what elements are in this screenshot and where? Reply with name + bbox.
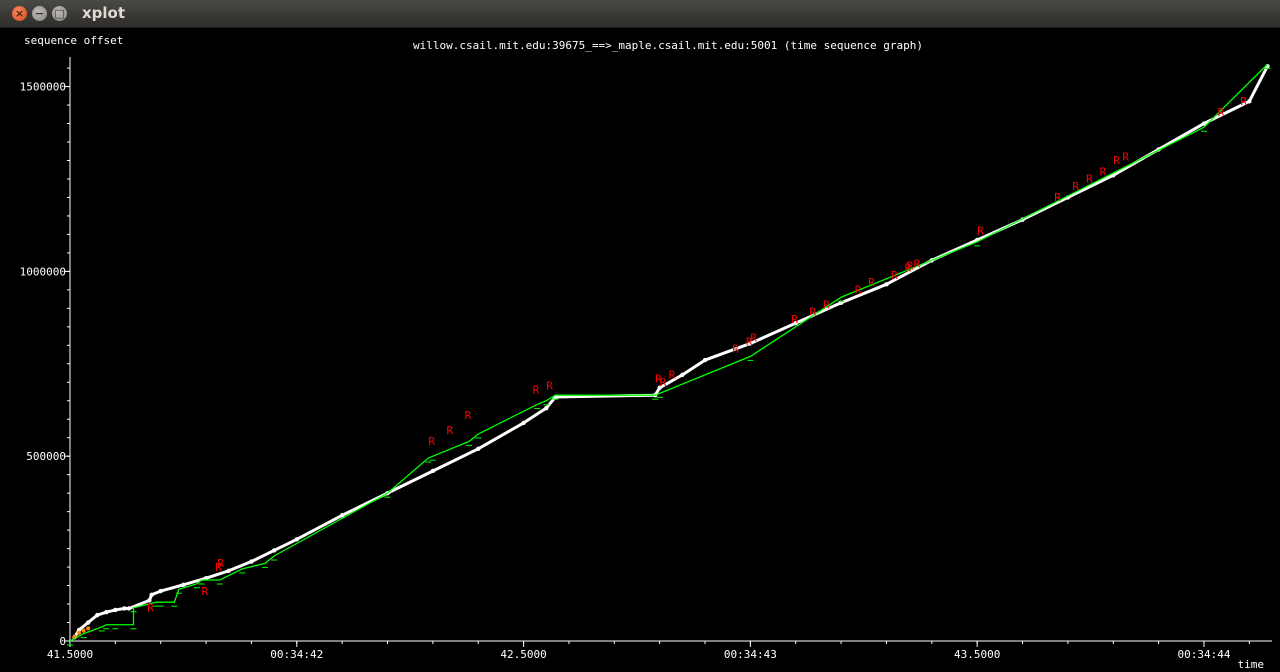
retransmit-marker: R	[1218, 106, 1225, 119]
data-segment-point	[126, 606, 132, 611]
data-segment-point	[226, 568, 231, 573]
y-tick-label: 1000000	[20, 265, 66, 278]
data-segment-point	[271, 548, 277, 553]
retransmit-marker: R	[1113, 154, 1120, 167]
data-segment-point	[104, 609, 109, 615]
y-tick-label: 500000	[26, 450, 66, 463]
data-segment-point	[147, 598, 152, 603]
retransmit-marker: R	[868, 276, 875, 289]
axis-ticks: 41.5000 00:34:42 42.5000 00:34:43 43.5000 00:…	[20, 67, 1250, 661]
retransmit-marker: R	[855, 284, 862, 297]
data-segment-line	[73, 65, 1269, 639]
maximize-icon: □	[54, 7, 65, 20]
retransmit-marker: R	[746, 335, 753, 348]
data-segment-point	[680, 372, 685, 378]
retransmit-marker: R	[202, 585, 209, 598]
retransmit-marker: R	[215, 561, 222, 574]
maximize-window-button[interactable]: □	[52, 6, 67, 21]
time-sequence-plot[interactable]: sequence offset willow.csail.mit.edu:396…	[0, 27, 1280, 672]
data-segment-point	[339, 513, 345, 518]
data-segment-point	[122, 606, 127, 611]
x-tick-label: 00:34:43	[724, 648, 777, 661]
data-segment-point	[294, 537, 299, 542]
y-axis-label: sequence offset	[24, 34, 123, 47]
retransmit-marker: R	[660, 376, 667, 389]
data-segment-point	[1247, 99, 1252, 104]
retransmit-marker: R	[809, 306, 816, 319]
retransmit-marker: R	[907, 260, 914, 273]
data-segment-point	[476, 446, 481, 451]
y-tick-label: 0	[59, 635, 66, 648]
data-segment-point	[249, 559, 254, 564]
data-segment-point	[544, 405, 549, 411]
retransmit-marker: R	[750, 332, 757, 345]
close-window-button[interactable]: ×	[12, 6, 27, 21]
x-tick-label: 43.5000	[954, 648, 1000, 661]
retransmit-marker: R	[1100, 165, 1107, 178]
retransmit-marker: R	[1240, 95, 1247, 108]
data-segment-point	[793, 320, 798, 326]
retransmit-marker: R	[791, 313, 798, 326]
early-segment-point	[77, 630, 82, 635]
minimize-window-button[interactable]: −	[32, 6, 47, 21]
retransmit-marker: R	[465, 409, 472, 422]
data-segment-point	[884, 282, 889, 287]
retransmit-marker: R	[446, 424, 453, 437]
data-segment-point	[521, 420, 526, 426]
x-tick-label: 41.5000	[47, 648, 93, 661]
retransmit-marker: R	[977, 224, 984, 237]
data-segment-point	[748, 341, 753, 346]
early-segment-point	[86, 626, 91, 631]
chart-title: willow.csail.mit.edu:39675_==>_maple.csa…	[413, 39, 923, 52]
retransmit-marker: R	[1122, 150, 1129, 163]
retransmit-marker: R	[1072, 180, 1079, 193]
retransmit-marker: R	[669, 369, 676, 382]
retransmit-marker: R	[1086, 173, 1093, 186]
data-segment-point	[113, 607, 118, 613]
retransmit-marker: R	[914, 258, 921, 271]
minimize-icon: −	[34, 7, 45, 20]
y-tick-label: 1500000	[20, 81, 66, 94]
data-segment-point	[76, 627, 82, 633]
early-segment-point	[81, 628, 86, 633]
retransmit-marker: R	[546, 380, 553, 393]
x-tick-label: 42.5000	[500, 648, 546, 661]
data-segment-point	[149, 592, 154, 597]
retransmit-marker: R	[147, 601, 154, 614]
retransmit-marker: R	[1054, 191, 1061, 204]
retransmit-marker: R	[428, 435, 435, 448]
data-segment-point	[430, 468, 436, 474]
ack-line	[69, 63, 1268, 642]
data-segment-point	[657, 385, 662, 391]
close-icon: ×	[14, 7, 25, 20]
data-segment-point	[181, 582, 186, 588]
retransmit-marker: R	[217, 557, 224, 570]
data-segment-point	[85, 620, 91, 625]
data-segment-point	[1201, 121, 1207, 126]
window-titlebar: × − □ xplot	[0, 0, 1280, 28]
x-tick-label: 00:34:44	[1177, 648, 1230, 661]
data-segment-point	[95, 612, 100, 618]
x-tick-label: 00:34:42	[270, 648, 323, 661]
retransmit-marker: R	[891, 269, 898, 282]
data-segment-point	[158, 588, 163, 594]
data-segment-point	[203, 575, 209, 581]
retransmit-marker: R	[655, 372, 662, 385]
x-axis-label: time	[1238, 658, 1265, 671]
retransmit-marker: R	[732, 343, 739, 356]
retransmit-marker: R	[823, 298, 830, 311]
retransmit-marker: R	[905, 261, 912, 274]
window-title: xplot	[82, 4, 126, 22]
data-segment-point	[702, 357, 708, 363]
retransmit-marker: R	[533, 383, 540, 396]
early-segment-point	[72, 634, 77, 639]
